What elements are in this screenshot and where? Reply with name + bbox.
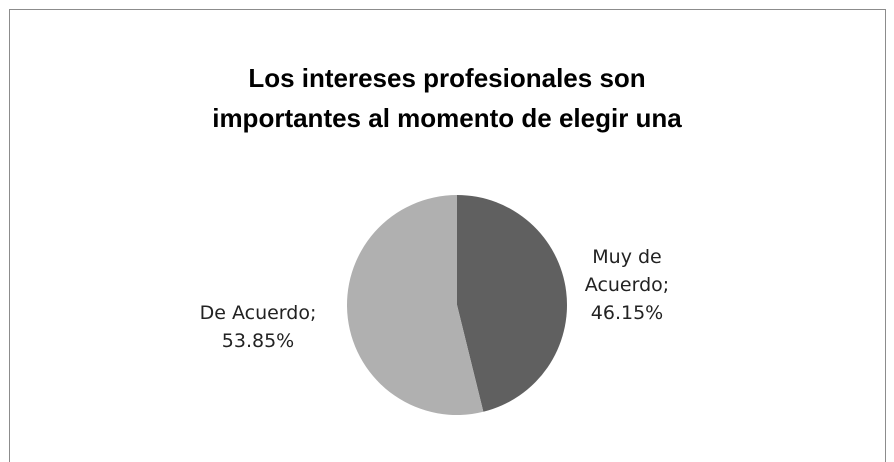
label-category: De Acuerdo bbox=[199, 302, 310, 324]
label-separator: ; bbox=[309, 302, 317, 324]
data-label: Muy de Acuerdo; 46.15% bbox=[572, 243, 682, 327]
data-label-box: Muy de Acuerdo; 46.15% bbox=[572, 243, 682, 327]
label-category: Muy de Acuerdo bbox=[584, 246, 663, 296]
pie-slice bbox=[457, 195, 567, 412]
chart-title: Los intereses profesionales son importan… bbox=[212, 63, 682, 148]
label-value: 46.15% bbox=[590, 302, 664, 324]
data-label-box: De Acuerdo; 53.85% bbox=[168, 299, 348, 355]
label-value: 53.85% bbox=[221, 330, 295, 352]
data-label: De Acuerdo; 53.85% bbox=[168, 299, 348, 355]
title-box: Los intereses profesionales son importan… bbox=[212, 63, 682, 148]
label-separator: ; bbox=[662, 274, 670, 296]
pie-slice bbox=[346, 195, 484, 415]
